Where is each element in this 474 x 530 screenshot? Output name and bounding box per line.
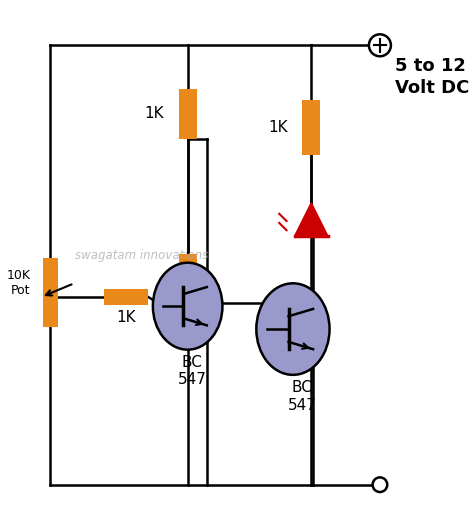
Bar (179, 89, 197, 139)
Ellipse shape (153, 263, 222, 350)
Text: 1K: 1K (268, 120, 287, 135)
Bar (179, 253, 197, 304)
Bar (43, 258, 58, 327)
Text: swagatam innovations: swagatam innovations (75, 249, 209, 262)
Text: BC
547: BC 547 (288, 381, 317, 413)
Text: 1K: 1K (164, 317, 184, 332)
Text: 10K
Pot: 10K Pot (6, 269, 30, 297)
Polygon shape (295, 203, 328, 236)
Bar (104, 289, 148, 305)
Text: 1K: 1K (144, 107, 164, 121)
Ellipse shape (256, 284, 329, 375)
Text: 1K: 1K (117, 310, 136, 325)
Bar (302, 100, 320, 155)
Circle shape (369, 34, 391, 56)
Circle shape (373, 478, 387, 492)
Text: BC
547: BC 547 (178, 355, 207, 387)
Text: 5 to 12
Volt DC: 5 to 12 Volt DC (394, 57, 469, 98)
